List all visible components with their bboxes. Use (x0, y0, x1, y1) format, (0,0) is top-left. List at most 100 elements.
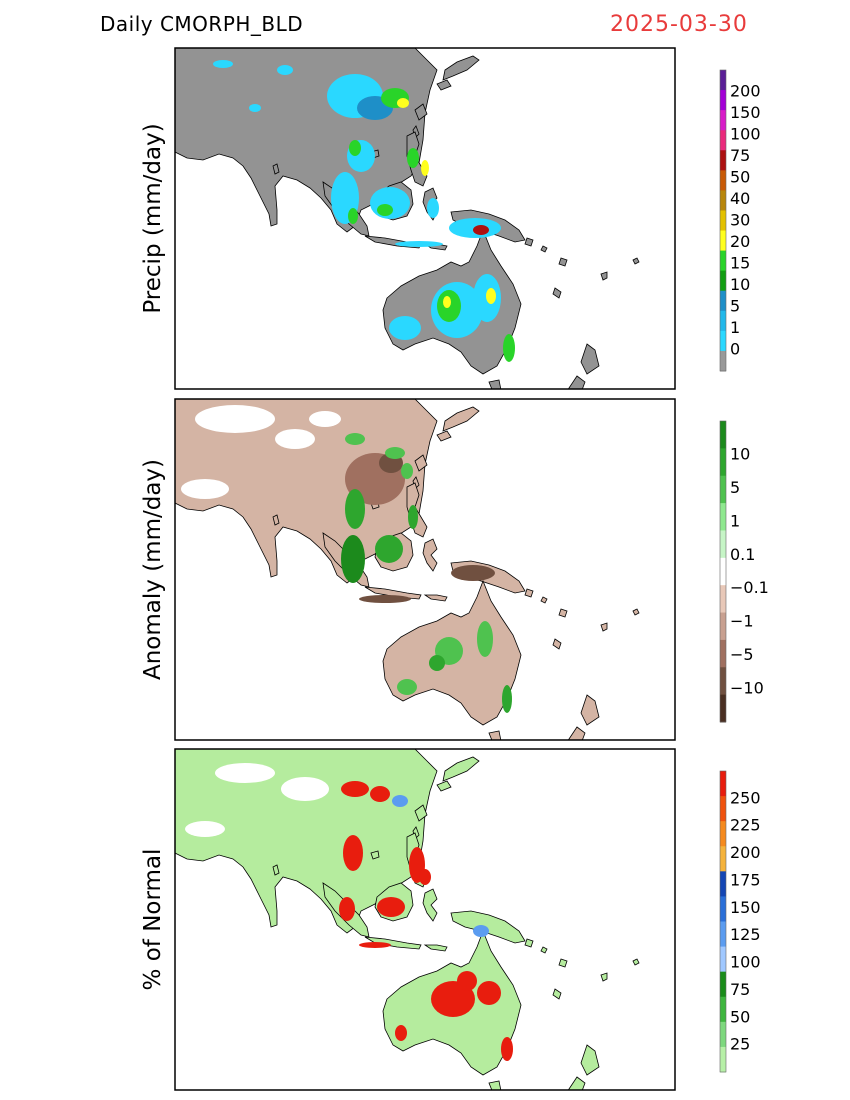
colorbar-tick-label: 100 (730, 125, 761, 144)
precip-region (389, 316, 421, 340)
colorbar-swatch (720, 921, 726, 948)
colorbar-swatch (720, 421, 726, 449)
colorbar-tick-label: 200 (730, 82, 761, 101)
colorbar-swatch (720, 1046, 726, 1073)
colorbar-swatch (720, 612, 726, 641)
precip-region (397, 679, 417, 695)
colorbar-swatch (720, 110, 726, 131)
precip-region (477, 981, 501, 1005)
colorbar-tick-label: 100 (730, 953, 761, 972)
precip-region (181, 479, 229, 499)
colorbar-tick-label: −1 (730, 612, 754, 631)
axis-ylabel: % of Normal (140, 849, 166, 991)
colorbar-swatch (720, 996, 726, 1023)
colorbar-swatch (720, 150, 726, 171)
colorbar-tick-label: 10 (730, 444, 750, 463)
colorbar-swatch (720, 210, 726, 232)
precip-region (451, 565, 495, 581)
precip-region (419, 869, 431, 885)
precip-region (395, 241, 443, 247)
colorbar-tick-label: 75 (730, 146, 750, 165)
colorbar-swatch (720, 639, 726, 668)
precip-region (502, 685, 512, 713)
colorbar-tick-label: 20 (730, 232, 750, 251)
map-frame (174, 47, 676, 390)
colorbar-tick-label: 1 (730, 318, 740, 337)
colorbar-tick-label: 200 (730, 843, 761, 862)
colorbar-swatch (720, 170, 726, 191)
precip-region (277, 65, 293, 75)
colorbar-tick-label: 150 (730, 103, 761, 122)
colorbar-tick-label: −0.1 (730, 578, 769, 597)
precip-region (309, 411, 341, 427)
colorbar-tick-label: 125 (730, 925, 761, 944)
colorbar-swatch (720, 230, 726, 252)
colorbar-tick-label: 10 (730, 275, 750, 294)
precip-region (427, 198, 439, 218)
colorbar-swatch (720, 946, 726, 973)
precip-region (341, 781, 369, 797)
colorbar-swatch (720, 796, 726, 822)
precip-region (377, 204, 393, 216)
colorbar-tick-label: 25 (730, 1035, 750, 1054)
precip-region (359, 942, 391, 948)
colorbar-tick-label: 225 (730, 816, 761, 835)
precip-region (473, 225, 489, 235)
colorbar-swatch (720, 475, 726, 504)
colorbar-tick-label: 50 (730, 1007, 750, 1026)
precip-region (407, 148, 419, 168)
colorbar-swatch (720, 290, 726, 312)
product-title: Daily CMORPH_BLD (100, 12, 304, 36)
axis-ylabel: Precip (mm/day) (140, 123, 166, 313)
precip-region (349, 140, 361, 156)
precip-region (397, 98, 409, 108)
precip-region (281, 777, 329, 801)
colorbar-swatch (720, 1021, 726, 1048)
precip-region (359, 595, 411, 603)
colorbar-swatch (720, 503, 726, 531)
precip-region (375, 535, 403, 563)
colorbar-swatch (720, 448, 726, 477)
colorbar-tick-label: 40 (730, 189, 750, 208)
colorbar-swatch (720, 557, 726, 586)
percent-normal-colorbar: 250 225 200 175 150 125 100 75 50 25 (719, 770, 761, 1073)
colorbar-swatch (720, 310, 726, 332)
precip-region (408, 505, 418, 529)
colorbar-swatch (720, 771, 726, 797)
precip-region (429, 655, 445, 671)
precip-region (486, 288, 496, 304)
precip-region (377, 897, 405, 917)
precip-region (503, 334, 515, 362)
precip-region (345, 433, 365, 445)
colorbar-swatch (720, 846, 726, 872)
colorbar-tick-label: −10 (730, 679, 764, 698)
precip-region (343, 835, 363, 871)
precip-region (443, 296, 451, 308)
precip-region (348, 208, 358, 224)
colorbar-swatch (720, 667, 726, 696)
colorbar-swatch (720, 350, 726, 372)
precip-region (249, 104, 261, 112)
precip-region (275, 429, 315, 449)
colorbar-tick-label: 0 (730, 340, 740, 359)
precip-region (473, 925, 489, 937)
colorbar-tick-label: 5 (730, 297, 740, 316)
colorbar-tick-label: 30 (730, 211, 750, 230)
colorbar-swatch (720, 70, 726, 91)
colorbar-tick-label: 75 (730, 980, 750, 999)
precip-region (370, 786, 390, 802)
colorbar-tick-label: 175 (730, 870, 761, 889)
colorbar-swatch (720, 896, 726, 922)
precip-region (392, 795, 408, 807)
precip-region (341, 535, 365, 583)
anomaly-colorbar: 10 5 1 0.1 −0.1 −1 −5 −10 (719, 420, 769, 723)
date-label: 2025-03-30 (610, 12, 748, 37)
colorbar-swatch (720, 330, 726, 352)
colorbar-swatch (720, 871, 726, 897)
precip-region (421, 160, 429, 176)
colorbar-swatch (720, 585, 726, 614)
anomaly-map-panel (174, 398, 676, 741)
colorbar-tick-label: 0.1 (730, 545, 755, 564)
